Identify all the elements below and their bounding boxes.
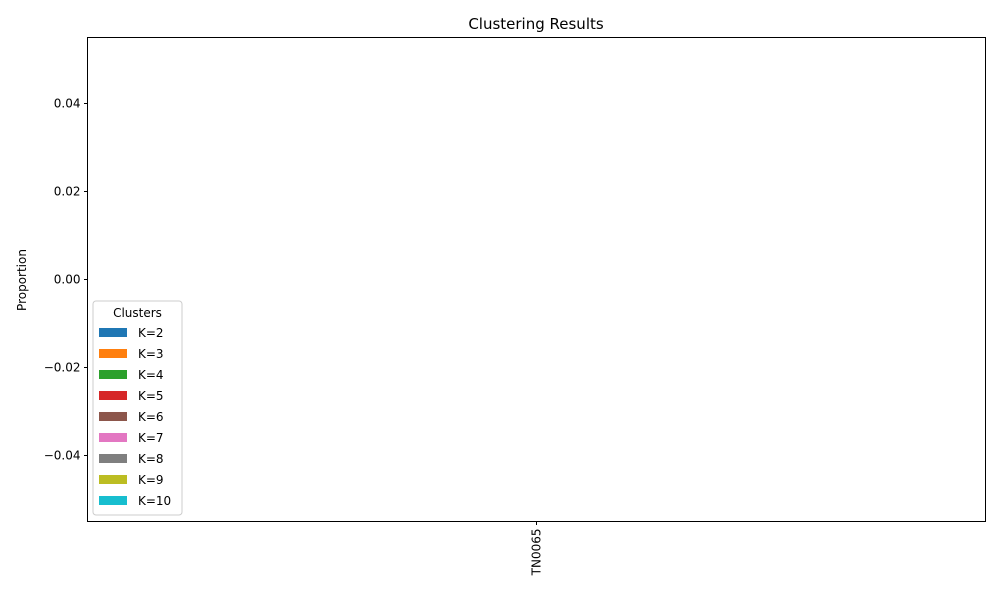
- legend-swatch: [99, 370, 127, 379]
- legend-label: K=7: [138, 431, 164, 445]
- y-tick-label: 0.04: [54, 97, 81, 111]
- legend-items: K=2 K=3 K=4 K=5 K=6 K=7 K=8 K=9 K=10: [99, 326, 171, 508]
- legend-swatch: [99, 496, 127, 505]
- legend-swatch: [99, 433, 127, 442]
- y-tick-label: 0.02: [54, 185, 81, 199]
- y-tick-label: −0.02: [44, 361, 81, 375]
- legend-label: K=3: [138, 347, 164, 361]
- plot-frame: [87, 37, 986, 522]
- legend: Clusters K=2 K=3 K=4 K=5 K=6 K=7 K=8 K=9 K=10: [92, 300, 183, 516]
- y-tick-label: −0.04: [44, 449, 81, 463]
- legend-swatch: [99, 454, 127, 463]
- legend-label: K=10: [138, 494, 171, 508]
- legend-swatch: [99, 349, 127, 358]
- legend-label: K=9: [138, 473, 164, 487]
- x-axis: TN0065: [530, 521, 544, 577]
- legend-swatch: [99, 412, 127, 421]
- legend-swatch: [99, 475, 127, 484]
- y-tick-label: 0.00: [54, 273, 81, 287]
- y-axis: −0.04 −0.02 0.00 0.02 0.04: [44, 97, 88, 463]
- x-tick-label: TN0065: [530, 529, 544, 577]
- legend-swatch: [99, 328, 127, 337]
- legend-label: K=4: [138, 368, 164, 382]
- legend-label: K=6: [138, 410, 164, 424]
- chart-title: Clustering Results: [468, 15, 604, 33]
- y-axis-label: Proportion: [15, 249, 29, 311]
- legend-swatch: [99, 391, 127, 400]
- legend-label: K=5: [138, 389, 164, 403]
- legend-title: Clusters: [113, 306, 162, 320]
- legend-label: K=2: [138, 326, 164, 340]
- legend-label: K=8: [138, 452, 164, 466]
